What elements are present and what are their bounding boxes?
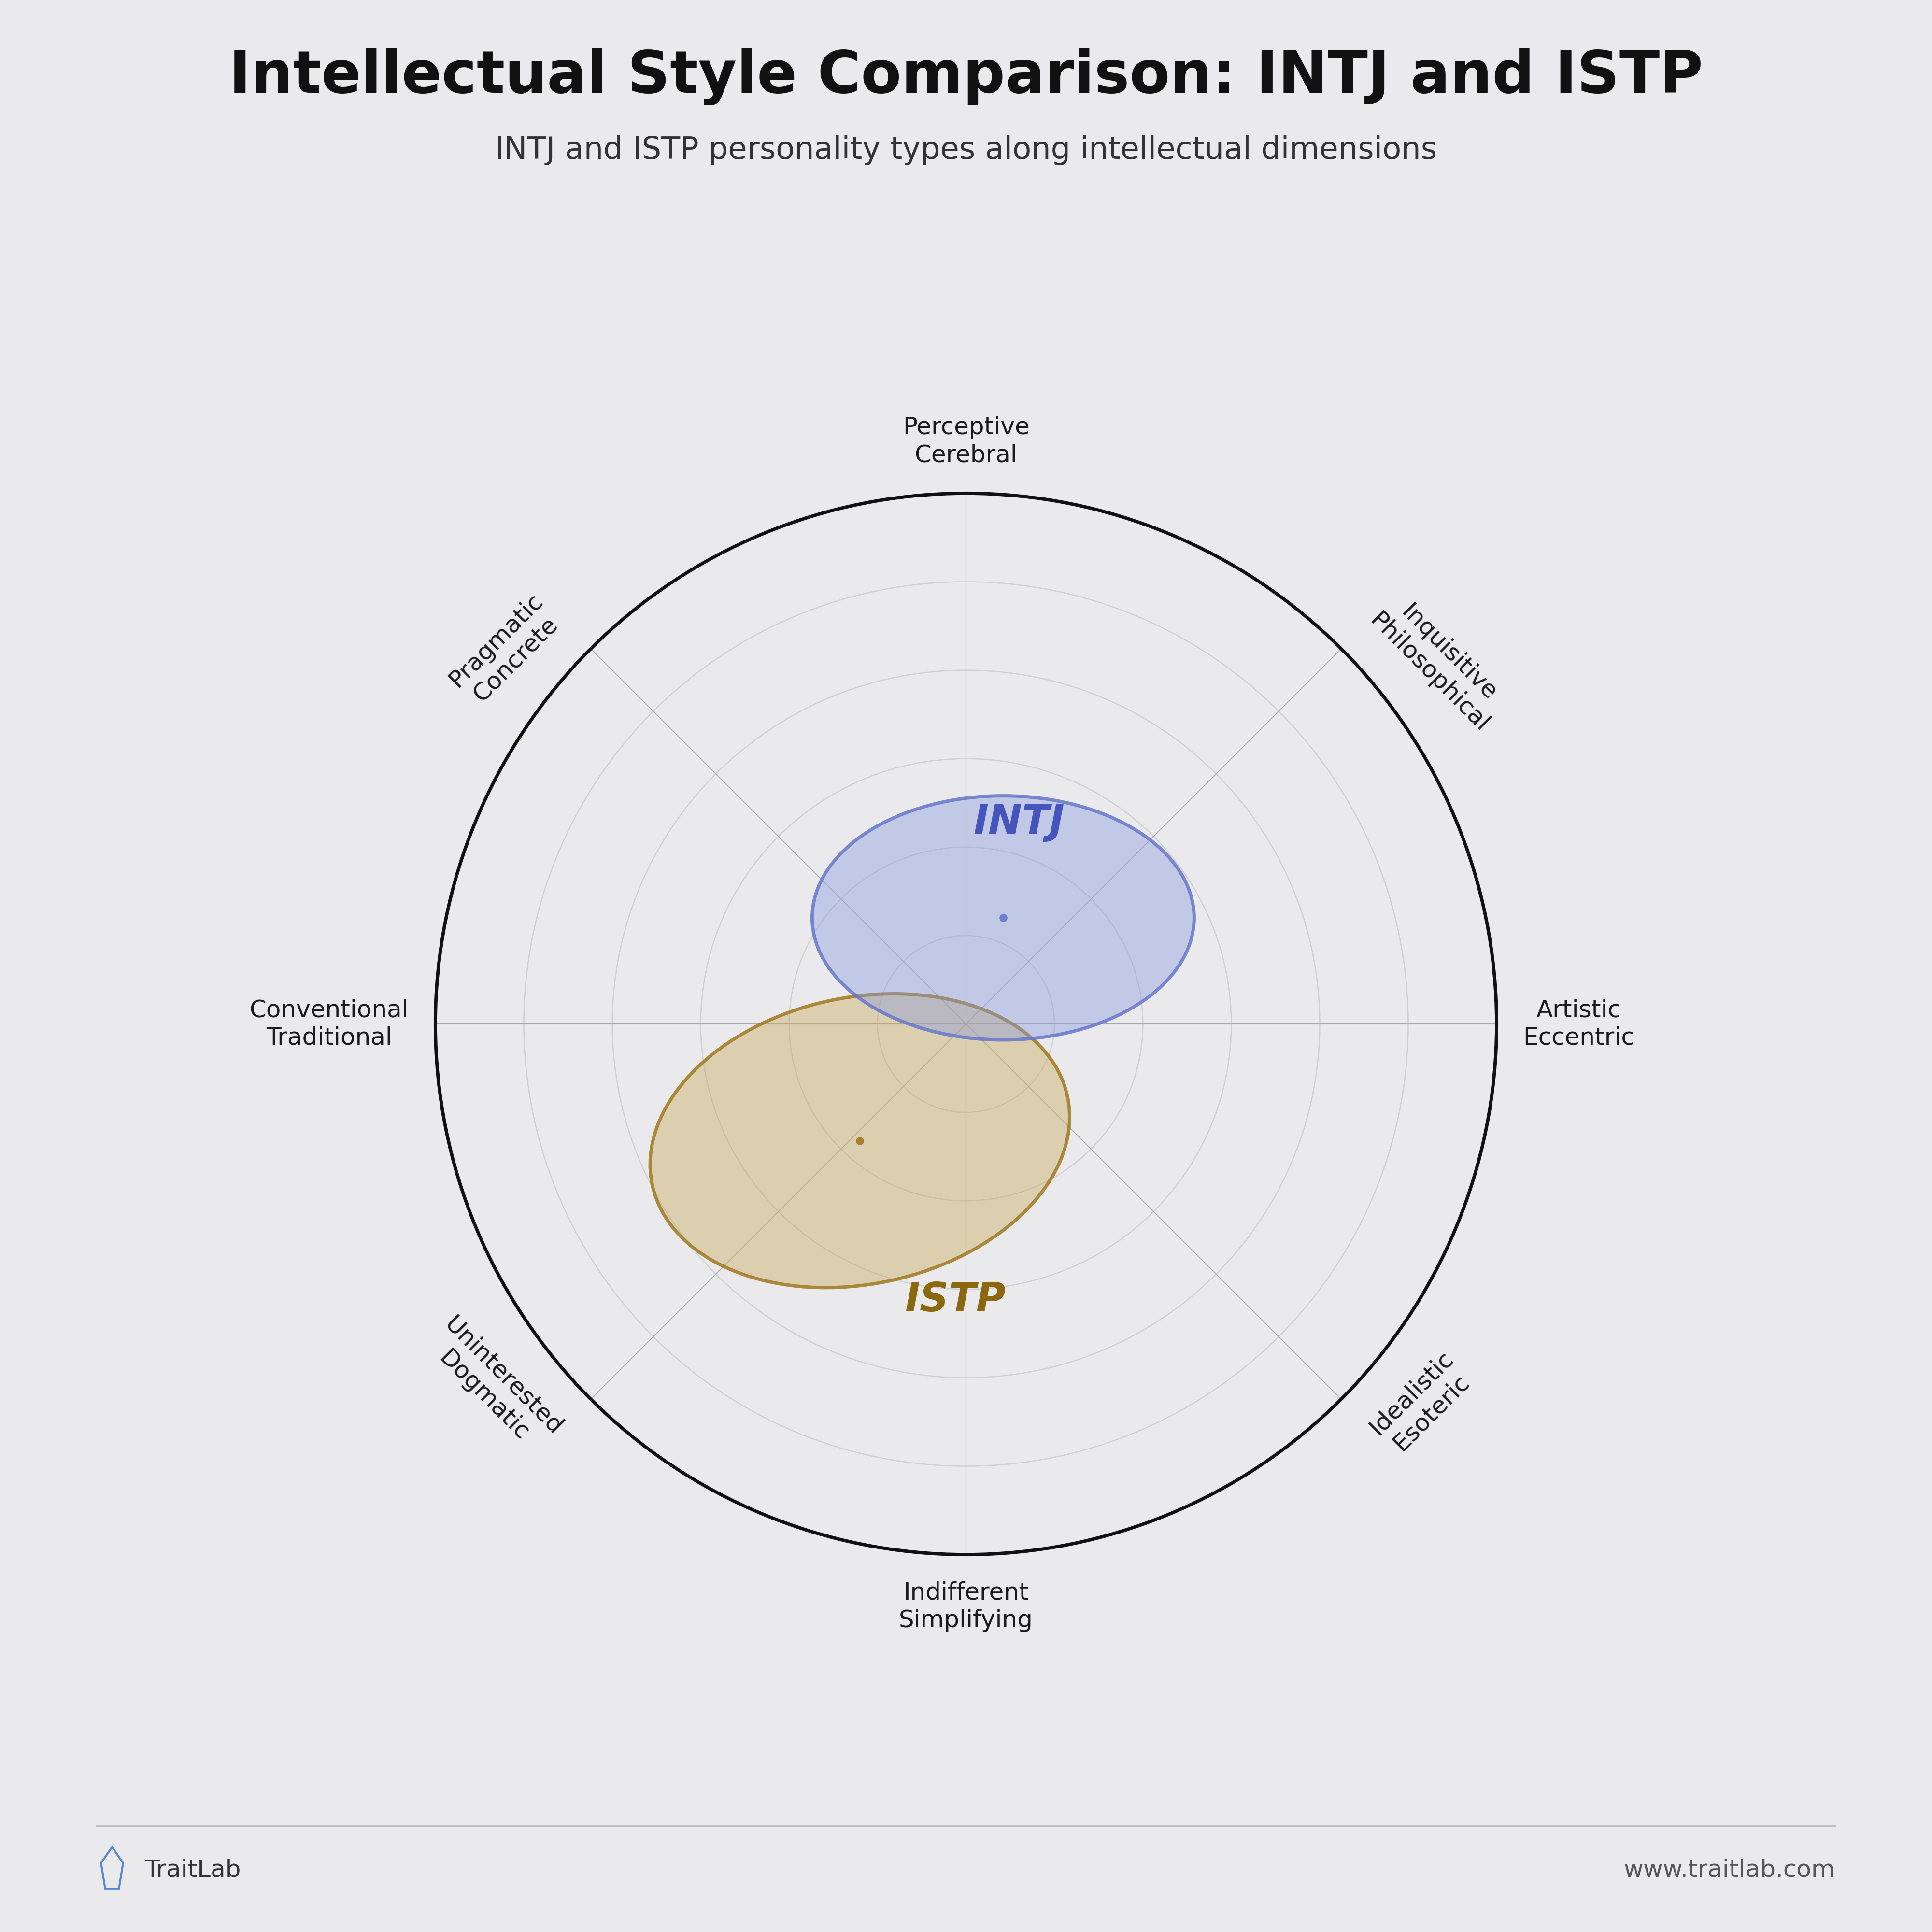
- Text: Artistic
Eccentric: Artistic Eccentric: [1522, 999, 1634, 1049]
- Text: Idealistic
Esoteric: Idealistic Esoteric: [1366, 1347, 1478, 1459]
- Text: Intellectual Style Comparison: INTJ and ISTP: Intellectual Style Comparison: INTJ and …: [230, 48, 1702, 104]
- Text: Indifferent
Simplifying: Indifferent Simplifying: [898, 1580, 1034, 1633]
- Point: [987, 902, 1018, 933]
- Text: Perceptive
Cerebral: Perceptive Cerebral: [902, 415, 1030, 468]
- Text: www.traitlab.com: www.traitlab.com: [1625, 1859, 1835, 1882]
- Text: INTJ: INTJ: [974, 804, 1065, 842]
- Text: Uninterested
Dogmatic: Uninterested Dogmatic: [421, 1312, 566, 1459]
- Text: INTJ and ISTP personality types along intellectual dimensions: INTJ and ISTP personality types along in…: [495, 135, 1437, 166]
- Point: [844, 1124, 875, 1155]
- Text: Inquisitive
Philosophical: Inquisitive Philosophical: [1366, 589, 1513, 736]
- Text: ISTP: ISTP: [904, 1281, 1007, 1320]
- Text: Pragmatic
Concrete: Pragmatic Concrete: [444, 589, 566, 711]
- Text: Conventional
Traditional: Conventional Traditional: [249, 999, 410, 1049]
- Ellipse shape: [651, 993, 1070, 1287]
- Ellipse shape: [811, 796, 1194, 1039]
- Text: TraitLab: TraitLab: [145, 1859, 242, 1882]
